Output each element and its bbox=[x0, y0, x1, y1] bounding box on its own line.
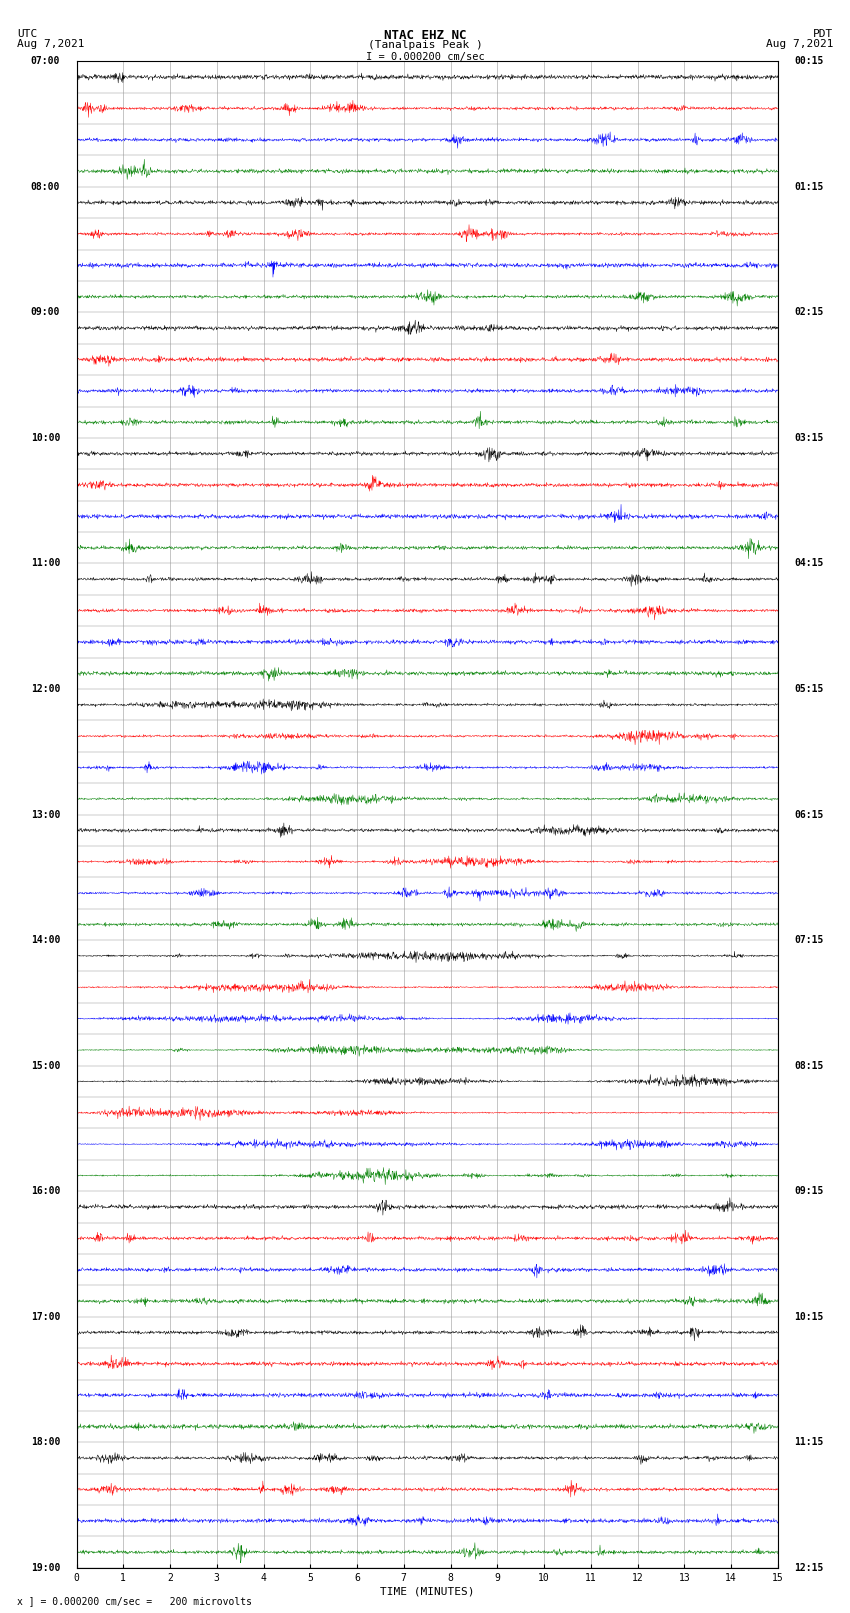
Text: 08:15: 08:15 bbox=[794, 1061, 824, 1071]
Text: 07:15: 07:15 bbox=[794, 936, 824, 945]
X-axis label: TIME (MINUTES): TIME (MINUTES) bbox=[380, 1587, 474, 1597]
Text: 10:15: 10:15 bbox=[794, 1311, 824, 1321]
Text: 01:15: 01:15 bbox=[794, 182, 824, 192]
Text: 16:00: 16:00 bbox=[31, 1186, 60, 1197]
Text: 15:00: 15:00 bbox=[31, 1061, 60, 1071]
Text: 18:00: 18:00 bbox=[31, 1437, 60, 1447]
Text: 10:00: 10:00 bbox=[31, 432, 60, 444]
Text: 09:00: 09:00 bbox=[31, 308, 60, 318]
Text: 02:15: 02:15 bbox=[794, 308, 824, 318]
Text: 17:00: 17:00 bbox=[31, 1311, 60, 1321]
Text: 14:00: 14:00 bbox=[31, 936, 60, 945]
Text: 19:00: 19:00 bbox=[31, 1563, 60, 1573]
Text: 04:15: 04:15 bbox=[794, 558, 824, 568]
Text: 09:15: 09:15 bbox=[794, 1186, 824, 1197]
Text: 05:15: 05:15 bbox=[794, 684, 824, 694]
Text: 03:15: 03:15 bbox=[794, 432, 824, 444]
Text: 12:15: 12:15 bbox=[794, 1563, 824, 1573]
Text: (Tanalpais Peak ): (Tanalpais Peak ) bbox=[367, 40, 483, 50]
Text: I = 0.000200 cm/sec: I = 0.000200 cm/sec bbox=[366, 52, 484, 61]
Text: 08:00: 08:00 bbox=[31, 182, 60, 192]
Text: NTAC EHZ NC: NTAC EHZ NC bbox=[383, 29, 467, 42]
Text: Aug 7,2021: Aug 7,2021 bbox=[17, 39, 84, 48]
Text: 07:00: 07:00 bbox=[31, 56, 60, 66]
Text: 12:00: 12:00 bbox=[31, 684, 60, 694]
Text: 00:15: 00:15 bbox=[794, 56, 824, 66]
Text: 06:15: 06:15 bbox=[794, 810, 824, 819]
Text: 11:00: 11:00 bbox=[31, 558, 60, 568]
Text: PDT: PDT bbox=[813, 29, 833, 39]
Text: Aug 7,2021: Aug 7,2021 bbox=[766, 39, 833, 48]
Text: x ] = 0.000200 cm/sec =   200 microvolts: x ] = 0.000200 cm/sec = 200 microvolts bbox=[17, 1597, 252, 1607]
Text: 11:15: 11:15 bbox=[794, 1437, 824, 1447]
Text: UTC: UTC bbox=[17, 29, 37, 39]
Text: 13:00: 13:00 bbox=[31, 810, 60, 819]
